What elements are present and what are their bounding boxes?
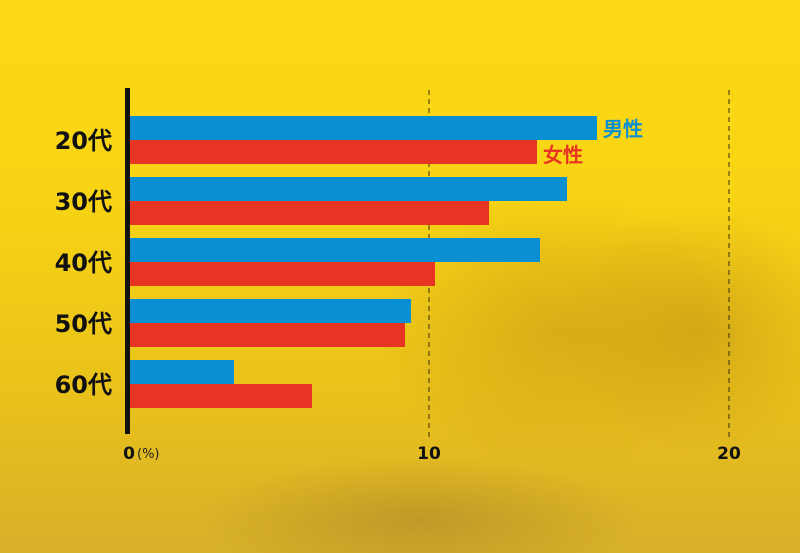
x-tick-label: 10	[417, 444, 441, 464]
category-label: 40代	[55, 249, 112, 277]
bar-30代-女性	[129, 201, 489, 225]
legend-female: 女性	[543, 143, 583, 167]
bar-60代-女性	[129, 384, 312, 408]
category-label: 60代	[55, 371, 112, 399]
bar-60代-男性	[129, 360, 234, 384]
unit-label: (%)	[137, 447, 160, 462]
category-label: 30代	[55, 188, 112, 216]
bar-40代-男性	[129, 238, 540, 262]
bar-40代-女性	[129, 262, 435, 286]
x-tick-label: 20	[717, 444, 741, 464]
bar-50代-女性	[129, 323, 405, 347]
y-axis-line	[125, 88, 130, 434]
category-label: 20代	[55, 127, 112, 155]
bar-50代-男性	[129, 299, 411, 323]
bar-30代-男性	[129, 177, 567, 201]
legend-male: 男性	[603, 117, 643, 141]
x-tick-label: 0	[123, 444, 135, 464]
category-label: 50代	[55, 310, 112, 338]
bar-20代-男性	[129, 116, 597, 140]
bar-20代-女性	[129, 140, 537, 164]
